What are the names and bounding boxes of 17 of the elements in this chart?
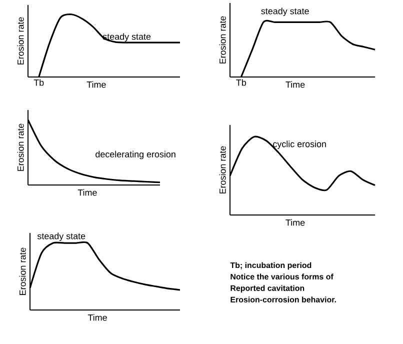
text: steady state — [37, 232, 86, 242]
y-axis-title: Erosion rate — [219, 146, 226, 194]
y-axis-title: Erosion rate — [19, 248, 26, 295]
y-axis-title: Erosion rate — [17, 124, 24, 171]
x-axis-title: Time — [78, 189, 97, 196]
x-axis-title: Time — [88, 314, 107, 321]
x-axis-title: Time — [86, 81, 106, 88]
y-axis-title: Erosion rate — [17, 17, 24, 64]
annotation: decelerating erosion — [96, 150, 176, 160]
y-axis-title: Erosion rate — [219, 16, 226, 64]
x-axis-title: Time — [286, 81, 305, 88]
text: steady state — [261, 8, 309, 16]
annotation: cyclic erosion — [273, 140, 326, 149]
annotation: steady state — [102, 33, 151, 42]
annotation: Tb — [236, 79, 246, 86]
annotation: Tb — [34, 79, 44, 86]
x-axis-title: Time — [286, 219, 305, 226]
